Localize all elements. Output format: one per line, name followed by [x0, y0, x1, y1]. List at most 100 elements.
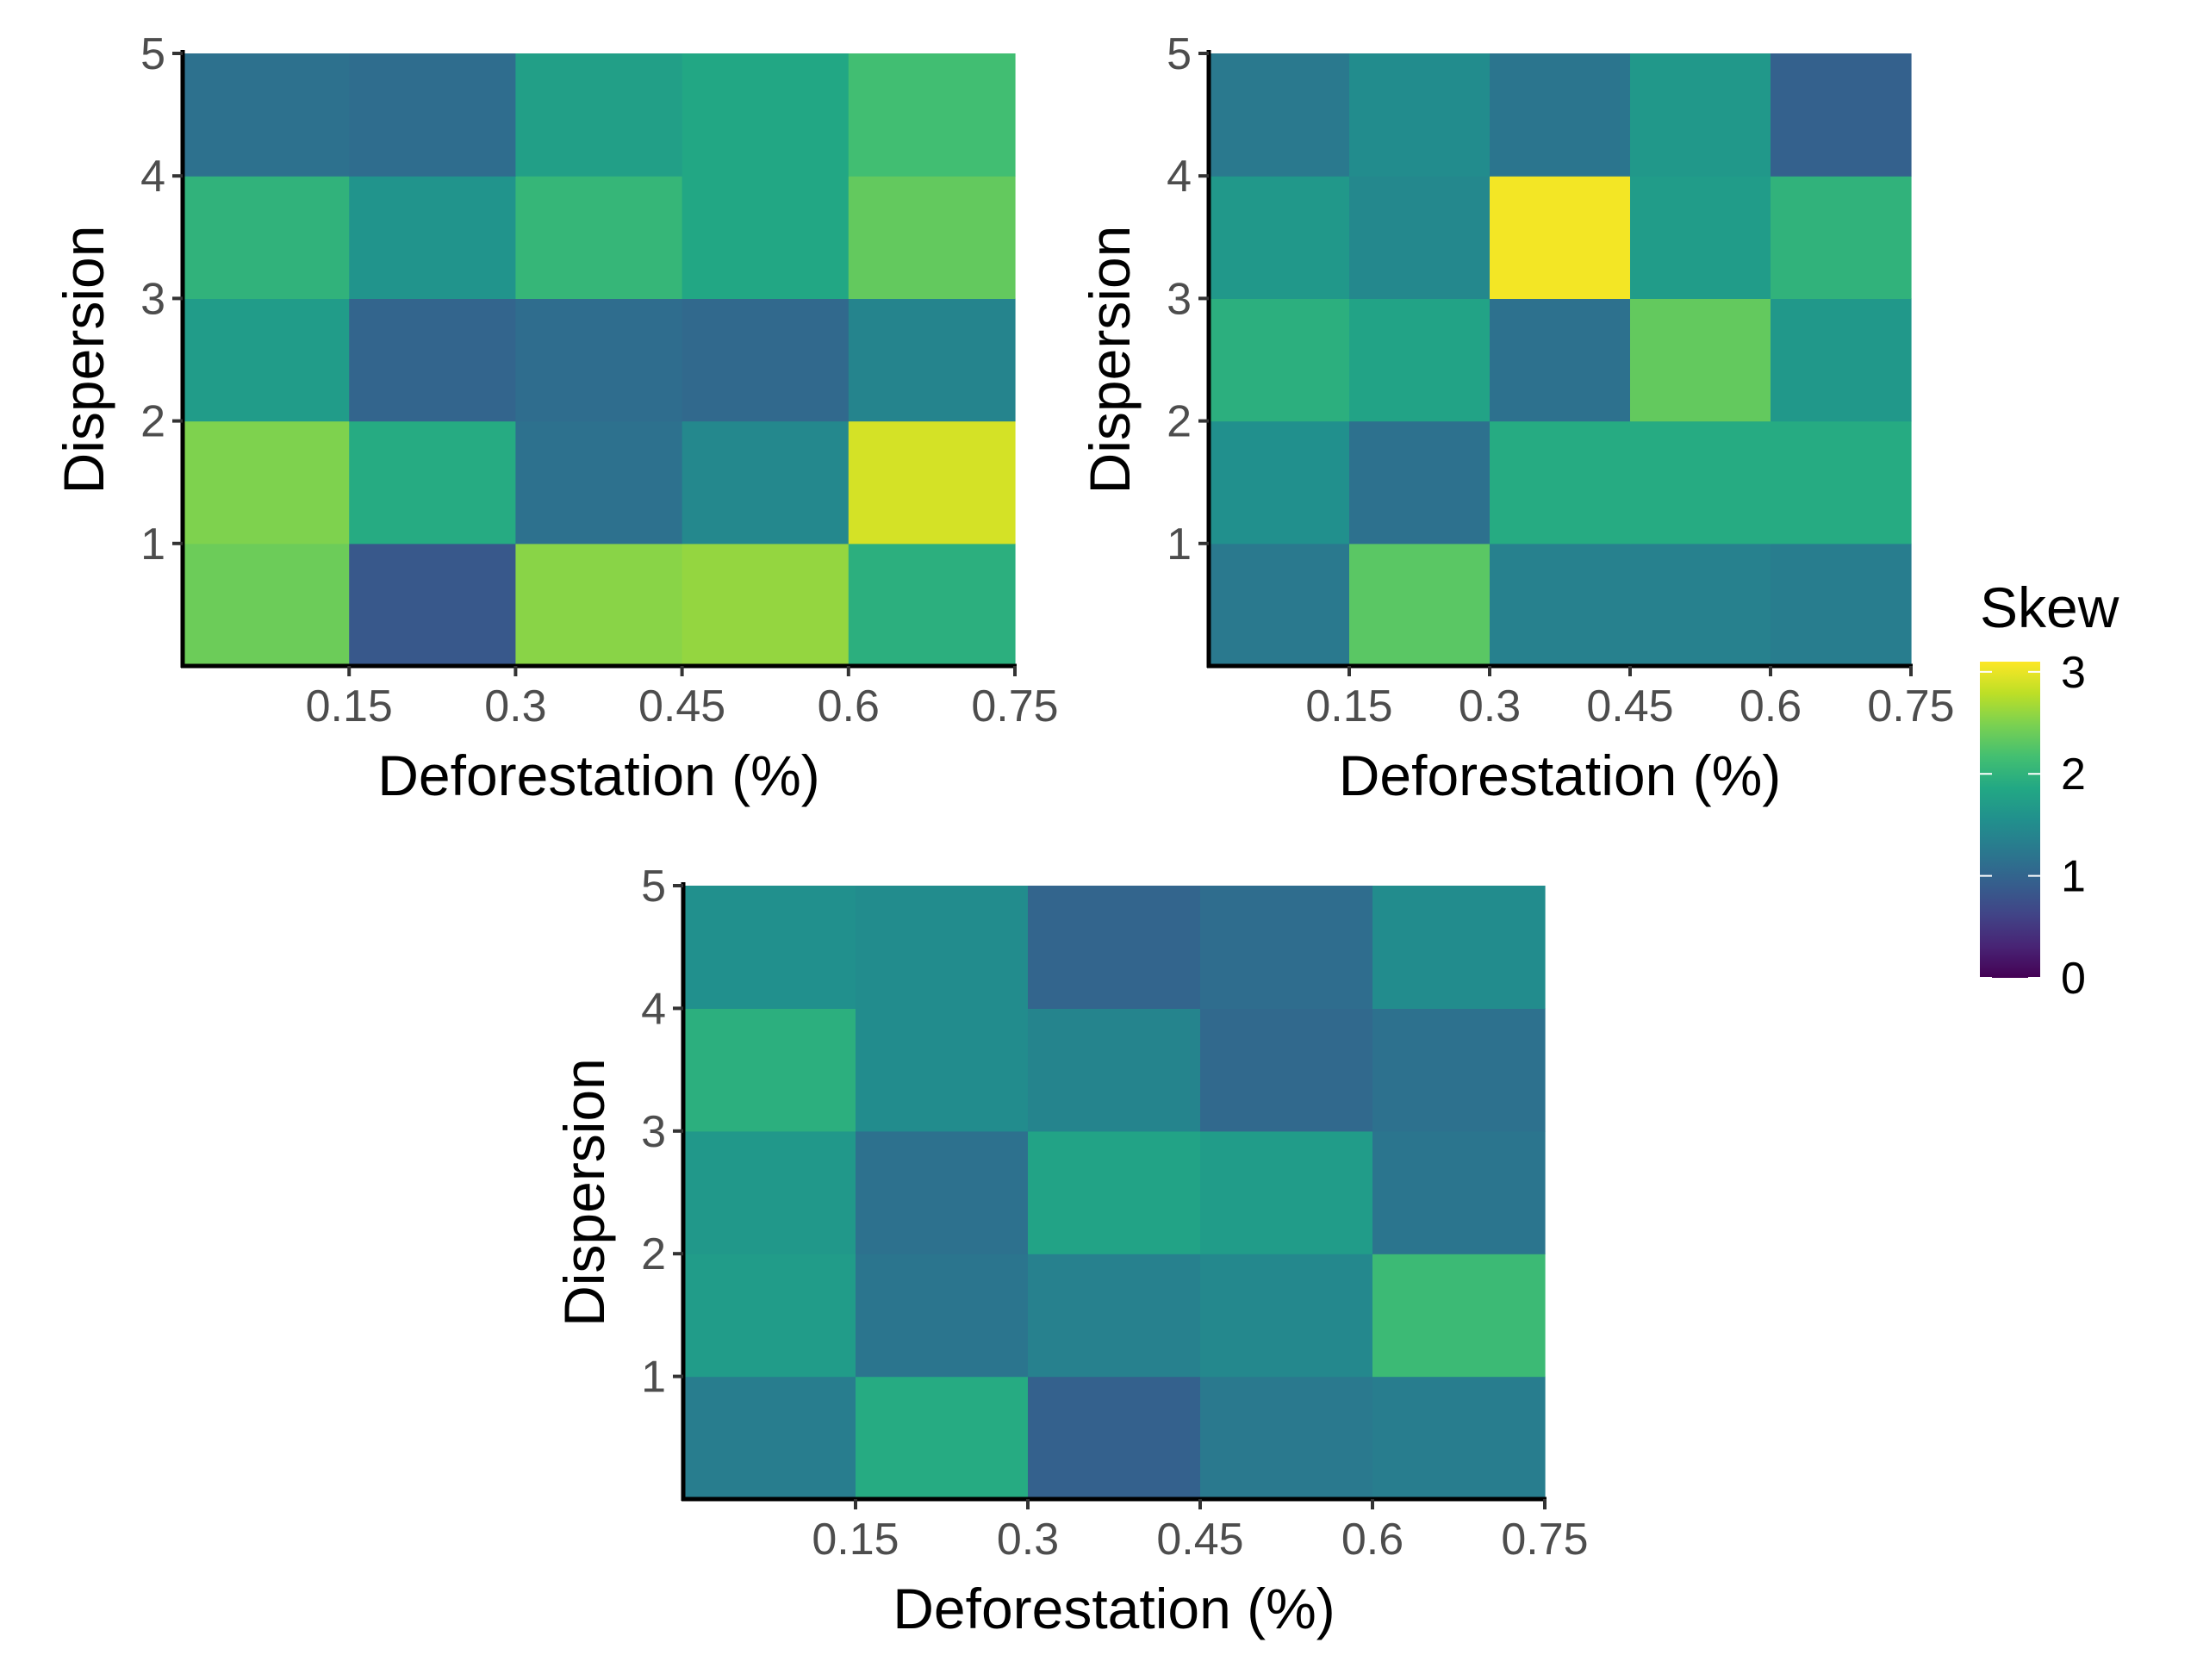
heatmap-cell [515, 298, 683, 422]
legend-tick-label: 1 [2061, 852, 2086, 902]
x-axis-title: Deforestation (%) [893, 1577, 1335, 1640]
heatmap-cell [349, 420, 516, 544]
legend-tick-label: 3 [2061, 648, 2086, 698]
y-tick-label: 1 [140, 520, 165, 569]
heatmap-cell [183, 53, 350, 177]
x-tick-label: 0.15 [812, 1515, 899, 1565]
heatmap-cell [856, 1254, 1029, 1378]
heatmap-cell [183, 543, 350, 667]
heatmap-panel-2: 1 2 3 4 5 0.15 0.3 0.45 0.6 0.75 Deforestation (%)… [1078, 29, 1955, 807]
x-tick-label: 0.75 [1501, 1515, 1588, 1565]
heatmap-cell [1630, 298, 1771, 422]
heatmap-cell [848, 543, 1016, 667]
x-tick-label: 0.45 [1586, 681, 1673, 731]
heatmap-cell [1209, 176, 1350, 299]
heatmap-cell [1490, 420, 1631, 544]
heatmap-cell [1209, 543, 1350, 667]
y-tick-label: 3 [1167, 274, 1192, 324]
heatmap-cell [1372, 886, 1546, 1009]
heatmap-cell [1349, 53, 1491, 177]
y-tick-label: 5 [1167, 29, 1192, 79]
y-tick-label: 2 [641, 1229, 666, 1279]
heatmap-cell [183, 420, 350, 544]
y-axis-title: Dispersion [1078, 226, 1142, 495]
y-tick-label: 3 [641, 1107, 666, 1157]
heatmap-cell [682, 176, 850, 299]
heatmap-cell [1028, 1376, 1201, 1500]
y-tick-label: 4 [641, 984, 666, 1034]
x-axis-title: Deforestation (%) [1339, 744, 1782, 807]
heatmap-cell [1630, 176, 1771, 299]
heatmap-cell [1490, 53, 1631, 177]
heatmap-cell [683, 1008, 856, 1132]
y-tick-label: 4 [140, 152, 165, 202]
x-tick-label: 0.3 [1459, 681, 1521, 731]
heatmap-cell [682, 298, 850, 422]
x-tick-label: 0.6 [1740, 681, 1802, 731]
heatmap-cell [683, 886, 856, 1009]
x-tick-label: 0.15 [1305, 681, 1392, 731]
heatmap-cell [1200, 1008, 1373, 1132]
colorbar [1980, 662, 2040, 978]
x-tick-label: 0.75 [1867, 681, 1954, 731]
x-tick-label: 0.15 [306, 681, 393, 731]
legend: Skew 0 1 2 3 [1980, 576, 2119, 1004]
heatmap-cell [848, 53, 1016, 177]
heatmap-cell [1771, 543, 1912, 667]
heatmap-cell [856, 1376, 1029, 1500]
heatmap-cell [682, 53, 850, 177]
y-tick-label: 5 [140, 29, 165, 79]
legend-tick-label: 0 [2061, 954, 2086, 1004]
heatmap-cell [1200, 1376, 1373, 1500]
heatmap-cell [1490, 543, 1631, 667]
heatmap-cell [349, 176, 516, 299]
heatmap-cell [1349, 543, 1491, 667]
heatmap-cell [1771, 298, 1912, 422]
legend-title: Skew [1980, 576, 2119, 639]
heatmap-panel-1: 1 2 3 4 5 0.15 0.3 0.45 0.6 0.75 Deforestation (%)… [52, 29, 1059, 807]
heatmap-cell [856, 886, 1029, 1009]
heatmap-cell [515, 420, 683, 544]
heatmap-cell [1028, 1008, 1201, 1132]
heatmap-cell [683, 1376, 856, 1500]
heatmap-cell [1349, 176, 1491, 299]
x-tick-label: 0.45 [638, 681, 725, 731]
y-tick-label: 2 [140, 397, 165, 447]
heatmap-cell [1490, 176, 1631, 299]
heatmap-cell [848, 298, 1016, 422]
heatmap-cell [183, 298, 350, 422]
heatmap-panel-3: 1 2 3 4 5 0.15 0.3 0.45 0.6 0.75 Deforestation (%)… [552, 862, 1589, 1640]
x-tick-label: 0.45 [1156, 1515, 1243, 1565]
heatmap-cell [1771, 176, 1912, 299]
y-tick-label: 1 [641, 1353, 666, 1403]
heatmap-cell [183, 176, 350, 299]
heatmap-cell [848, 176, 1016, 299]
heatmap-cell [1200, 1130, 1373, 1254]
heatmap-cell [1028, 886, 1201, 1009]
heatmap-cell [1028, 1254, 1201, 1378]
heatmap-cell [515, 53, 683, 177]
heatmap-cell [682, 543, 850, 667]
heatmap-cell [848, 420, 1016, 544]
heatmap-cell [1200, 886, 1373, 1009]
x-tick-label: 0.6 [818, 681, 880, 731]
y-tick-label: 5 [641, 862, 666, 912]
heatmap-cell [1372, 1008, 1546, 1132]
heatmap-cell [1349, 420, 1491, 544]
legend-tick-label: 2 [2061, 750, 2086, 800]
heatmap-cell [682, 420, 850, 544]
x-tick-label: 0.6 [1341, 1515, 1403, 1565]
y-axis-title: Dispersion [52, 226, 115, 495]
y-tick-label: 4 [1167, 152, 1192, 202]
heatmap-cell [515, 543, 683, 667]
heatmap-cell [1630, 53, 1771, 177]
heatmap-cell [1630, 420, 1771, 544]
y-axis-title: Dispersion [552, 1058, 616, 1327]
y-tick-label: 3 [140, 274, 165, 324]
x-tick-label: 0.75 [971, 681, 1058, 731]
heatmap-cell [349, 53, 516, 177]
heatmap-cell [683, 1130, 856, 1254]
heatmap-cell [1200, 1254, 1373, 1378]
heatmap-cell [1630, 543, 1771, 667]
